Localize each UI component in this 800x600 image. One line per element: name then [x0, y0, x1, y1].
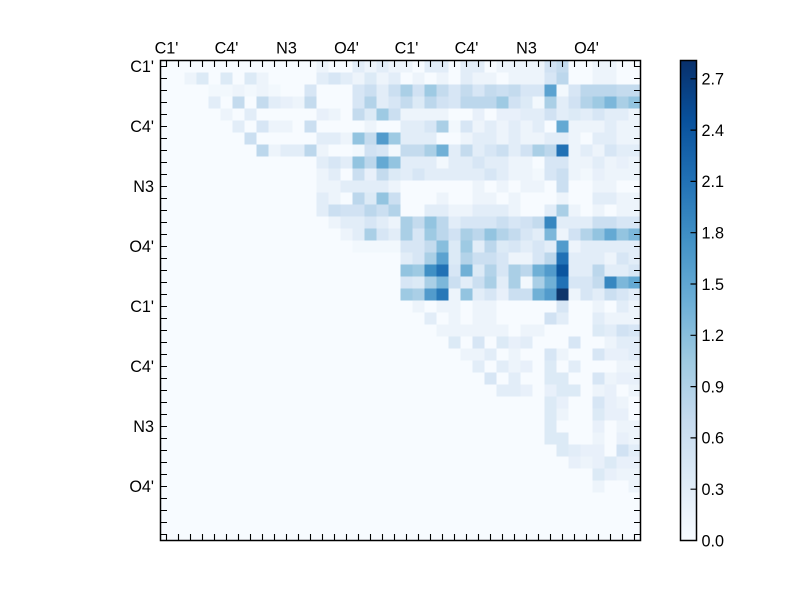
svg-text:O4': O4' [574, 40, 599, 58]
svg-text:2.4: 2.4 [702, 122, 725, 140]
svg-text:N3: N3 [133, 178, 154, 196]
svg-text:O4': O4' [129, 238, 154, 256]
svg-text:N3: N3 [276, 40, 297, 58]
svg-text:C4': C4' [130, 118, 154, 136]
svg-text:C4': C4' [455, 40, 479, 58]
svg-text:2.1: 2.1 [702, 173, 725, 191]
svg-text:1.5: 1.5 [702, 276, 725, 294]
svg-text:C1': C1' [130, 58, 154, 76]
svg-text:C1': C1' [130, 298, 154, 316]
svg-text:C4': C4' [130, 358, 154, 376]
svg-text:O4': O4' [334, 40, 359, 58]
svg-text:O4': O4' [129, 478, 154, 496]
svg-text:0.0: 0.0 [702, 532, 725, 550]
svg-text:N3: N3 [133, 418, 154, 436]
svg-text:0.3: 0.3 [702, 481, 725, 499]
svg-text:C1': C1' [395, 40, 419, 58]
svg-text:0.9: 0.9 [702, 378, 725, 396]
svg-text:0.6: 0.6 [702, 430, 725, 448]
svg-text:1.8: 1.8 [702, 225, 725, 243]
svg-text:C4': C4' [215, 40, 239, 58]
svg-text:N3: N3 [516, 40, 537, 58]
svg-text:2.7: 2.7 [702, 71, 725, 89]
svg-text:C1': C1' [155, 40, 179, 58]
svg-text:1.2: 1.2 [702, 327, 725, 345]
